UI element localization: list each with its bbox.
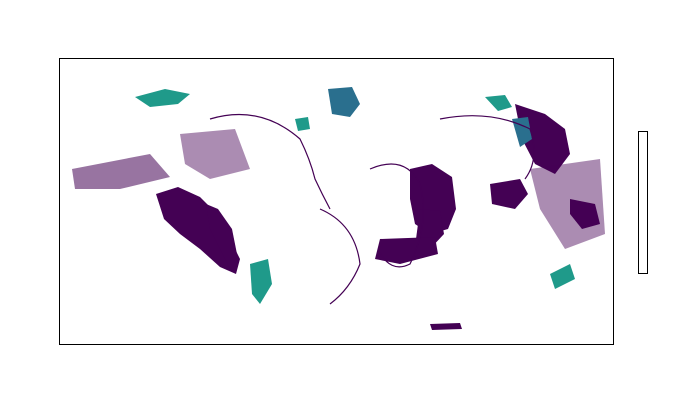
africa-coast	[369, 163, 424, 268]
north-pacific-region	[72, 154, 170, 189]
south-america-coast	[319, 208, 361, 305]
east-pacific-region	[156, 187, 240, 274]
australia-west-region	[490, 179, 528, 209]
asia-coast	[439, 115, 535, 180]
coastline-outlines	[209, 113, 535, 305]
low-impact-regions	[72, 104, 605, 330]
legend-axis	[648, 124, 698, 284]
new-zealand-region	[550, 264, 575, 289]
patagonia-region	[250, 259, 272, 304]
central-pacific-region	[180, 129, 250, 179]
western-pacific-region	[530, 159, 605, 249]
alaska-coast-region	[135, 89, 190, 107]
high-impact-regions	[135, 89, 575, 304]
west-atlantic-south-region	[206, 204, 238, 269]
north-america-coast	[209, 113, 331, 210]
world-map	[72, 87, 605, 330]
japan-region	[512, 117, 532, 147]
map-panel	[59, 58, 614, 345]
bering-region	[485, 95, 512, 111]
mid-impact-regions	[328, 87, 532, 147]
south-indian-region	[375, 237, 438, 264]
greenland-coast-region	[295, 117, 310, 131]
tasman-region	[570, 199, 600, 229]
legend-colorbar	[638, 131, 648, 274]
antarctic-strip	[430, 323, 462, 330]
north-atlantic-region	[328, 87, 360, 117]
